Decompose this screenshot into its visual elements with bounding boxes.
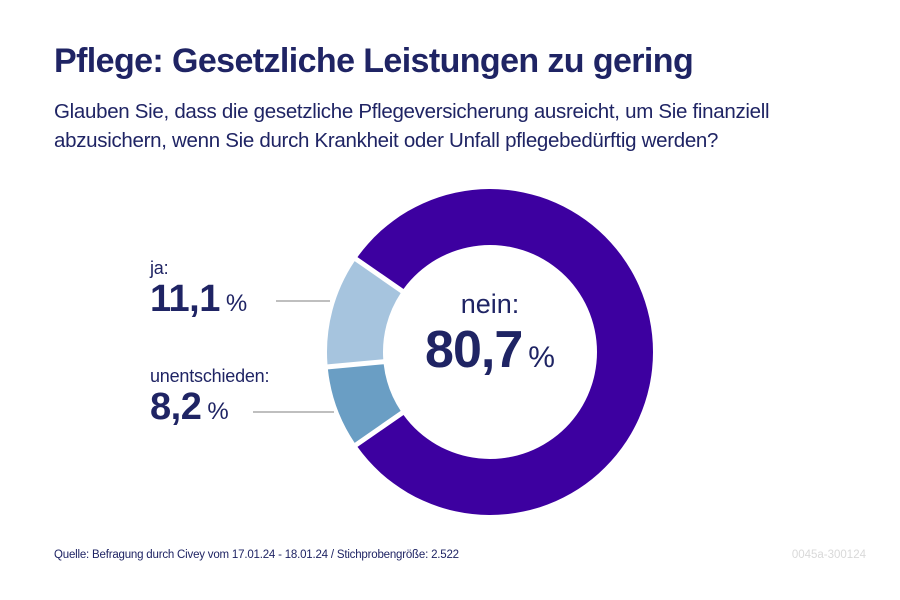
leader-lines (253, 300, 334, 413)
label-nein-percent: % (528, 341, 555, 374)
label-nein-value: 80,7 (425, 321, 523, 379)
slice-ja (327, 261, 401, 365)
label-unentschieden: unentschieden: 8,2% (150, 366, 270, 429)
chart-subtitle: Glauben Sie, dass die gesetzliche Pflege… (54, 100, 770, 152)
slice-nein (357, 189, 654, 515)
source-note: Quelle: Befragung durch Civey vom 17.01.… (54, 549, 459, 561)
label-unentschieden-value: 8,2 (150, 386, 202, 428)
label-ja-category: ja: (150, 258, 169, 278)
donut-slices (327, 189, 654, 515)
label-ja-value: 11,1 (150, 278, 220, 320)
label-ja: ja: 11,1% (150, 258, 247, 321)
label-unentschieden-percent: % (207, 398, 229, 425)
label-ja-percent: % (225, 290, 248, 317)
slice-unentschieden (327, 364, 401, 443)
label-unentschieden-category: unentschieden: (150, 366, 270, 386)
label-nein-category: nein: (460, 289, 520, 319)
label-nein: nein: 80,7% (410, 288, 570, 380)
chart-title: Pflege: Gesetzliche Leistungen zu gering (54, 42, 694, 80)
chart-code: 0045a-300124 (791, 549, 866, 561)
